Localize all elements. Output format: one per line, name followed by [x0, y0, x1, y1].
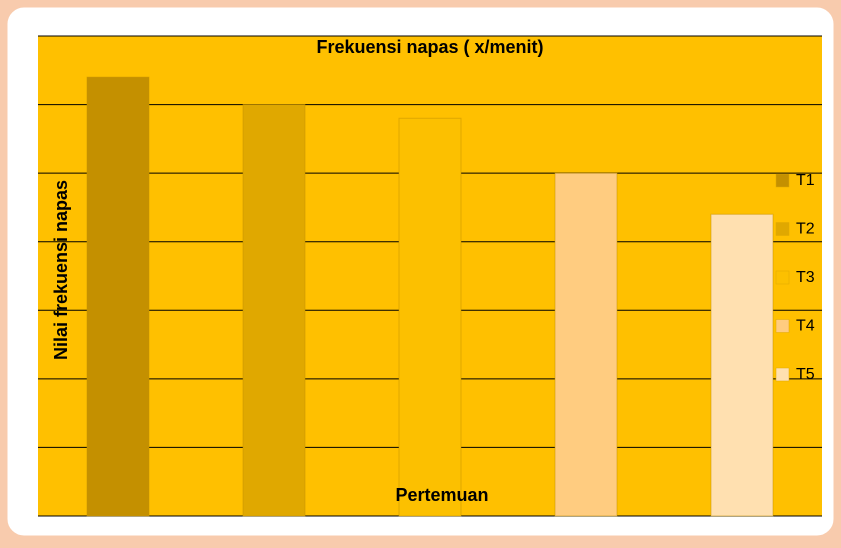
x-axis-label: Pertemuan	[395, 485, 488, 505]
legend-label: T2	[796, 221, 815, 238]
legend-swatch	[775, 270, 790, 285]
bar	[398, 117, 462, 517]
legend-swatch	[775, 319, 790, 333]
legend-swatch	[775, 367, 790, 382]
bar	[242, 104, 306, 517]
bar	[86, 76, 150, 517]
legend-label: T4	[796, 318, 815, 335]
legend-swatch	[775, 222, 790, 236]
bar	[710, 213, 774, 517]
legend-label: T5	[796, 366, 815, 383]
chart-title: Frekuensi napas ( x/menit)	[316, 37, 543, 57]
y-axis-label: Nilai frekuensi napas	[51, 180, 71, 360]
bar	[554, 172, 618, 517]
legend-label: T1	[796, 172, 815, 189]
legend-label: T3	[796, 269, 815, 286]
legend-swatch	[775, 173, 790, 188]
